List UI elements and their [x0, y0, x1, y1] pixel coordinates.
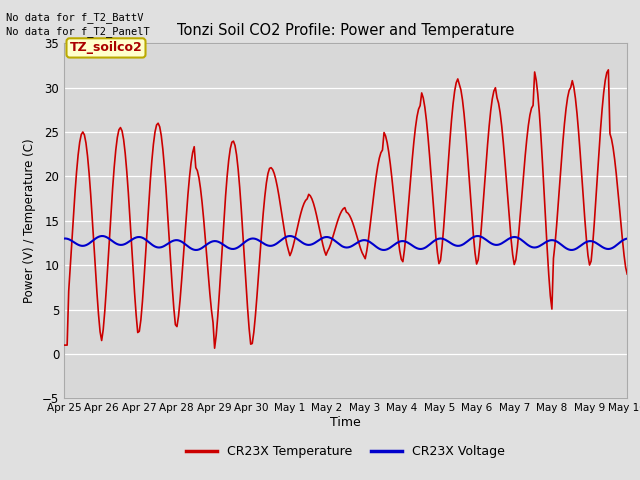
Legend: CR23X Temperature, CR23X Voltage: CR23X Temperature, CR23X Voltage: [181, 440, 510, 463]
X-axis label: Time: Time: [330, 416, 361, 429]
Text: No data for f_T2_BattV: No data for f_T2_BattV: [6, 12, 144, 23]
Text: No data for f_T2_PanelT: No data for f_T2_PanelT: [6, 26, 150, 37]
Text: TZ_soilco2: TZ_soilco2: [70, 41, 142, 54]
Title: Tonzi Soil CO2 Profile: Power and Temperature: Tonzi Soil CO2 Profile: Power and Temper…: [177, 23, 515, 38]
Y-axis label: Power (V) / Temperature (C): Power (V) / Temperature (C): [23, 139, 36, 303]
